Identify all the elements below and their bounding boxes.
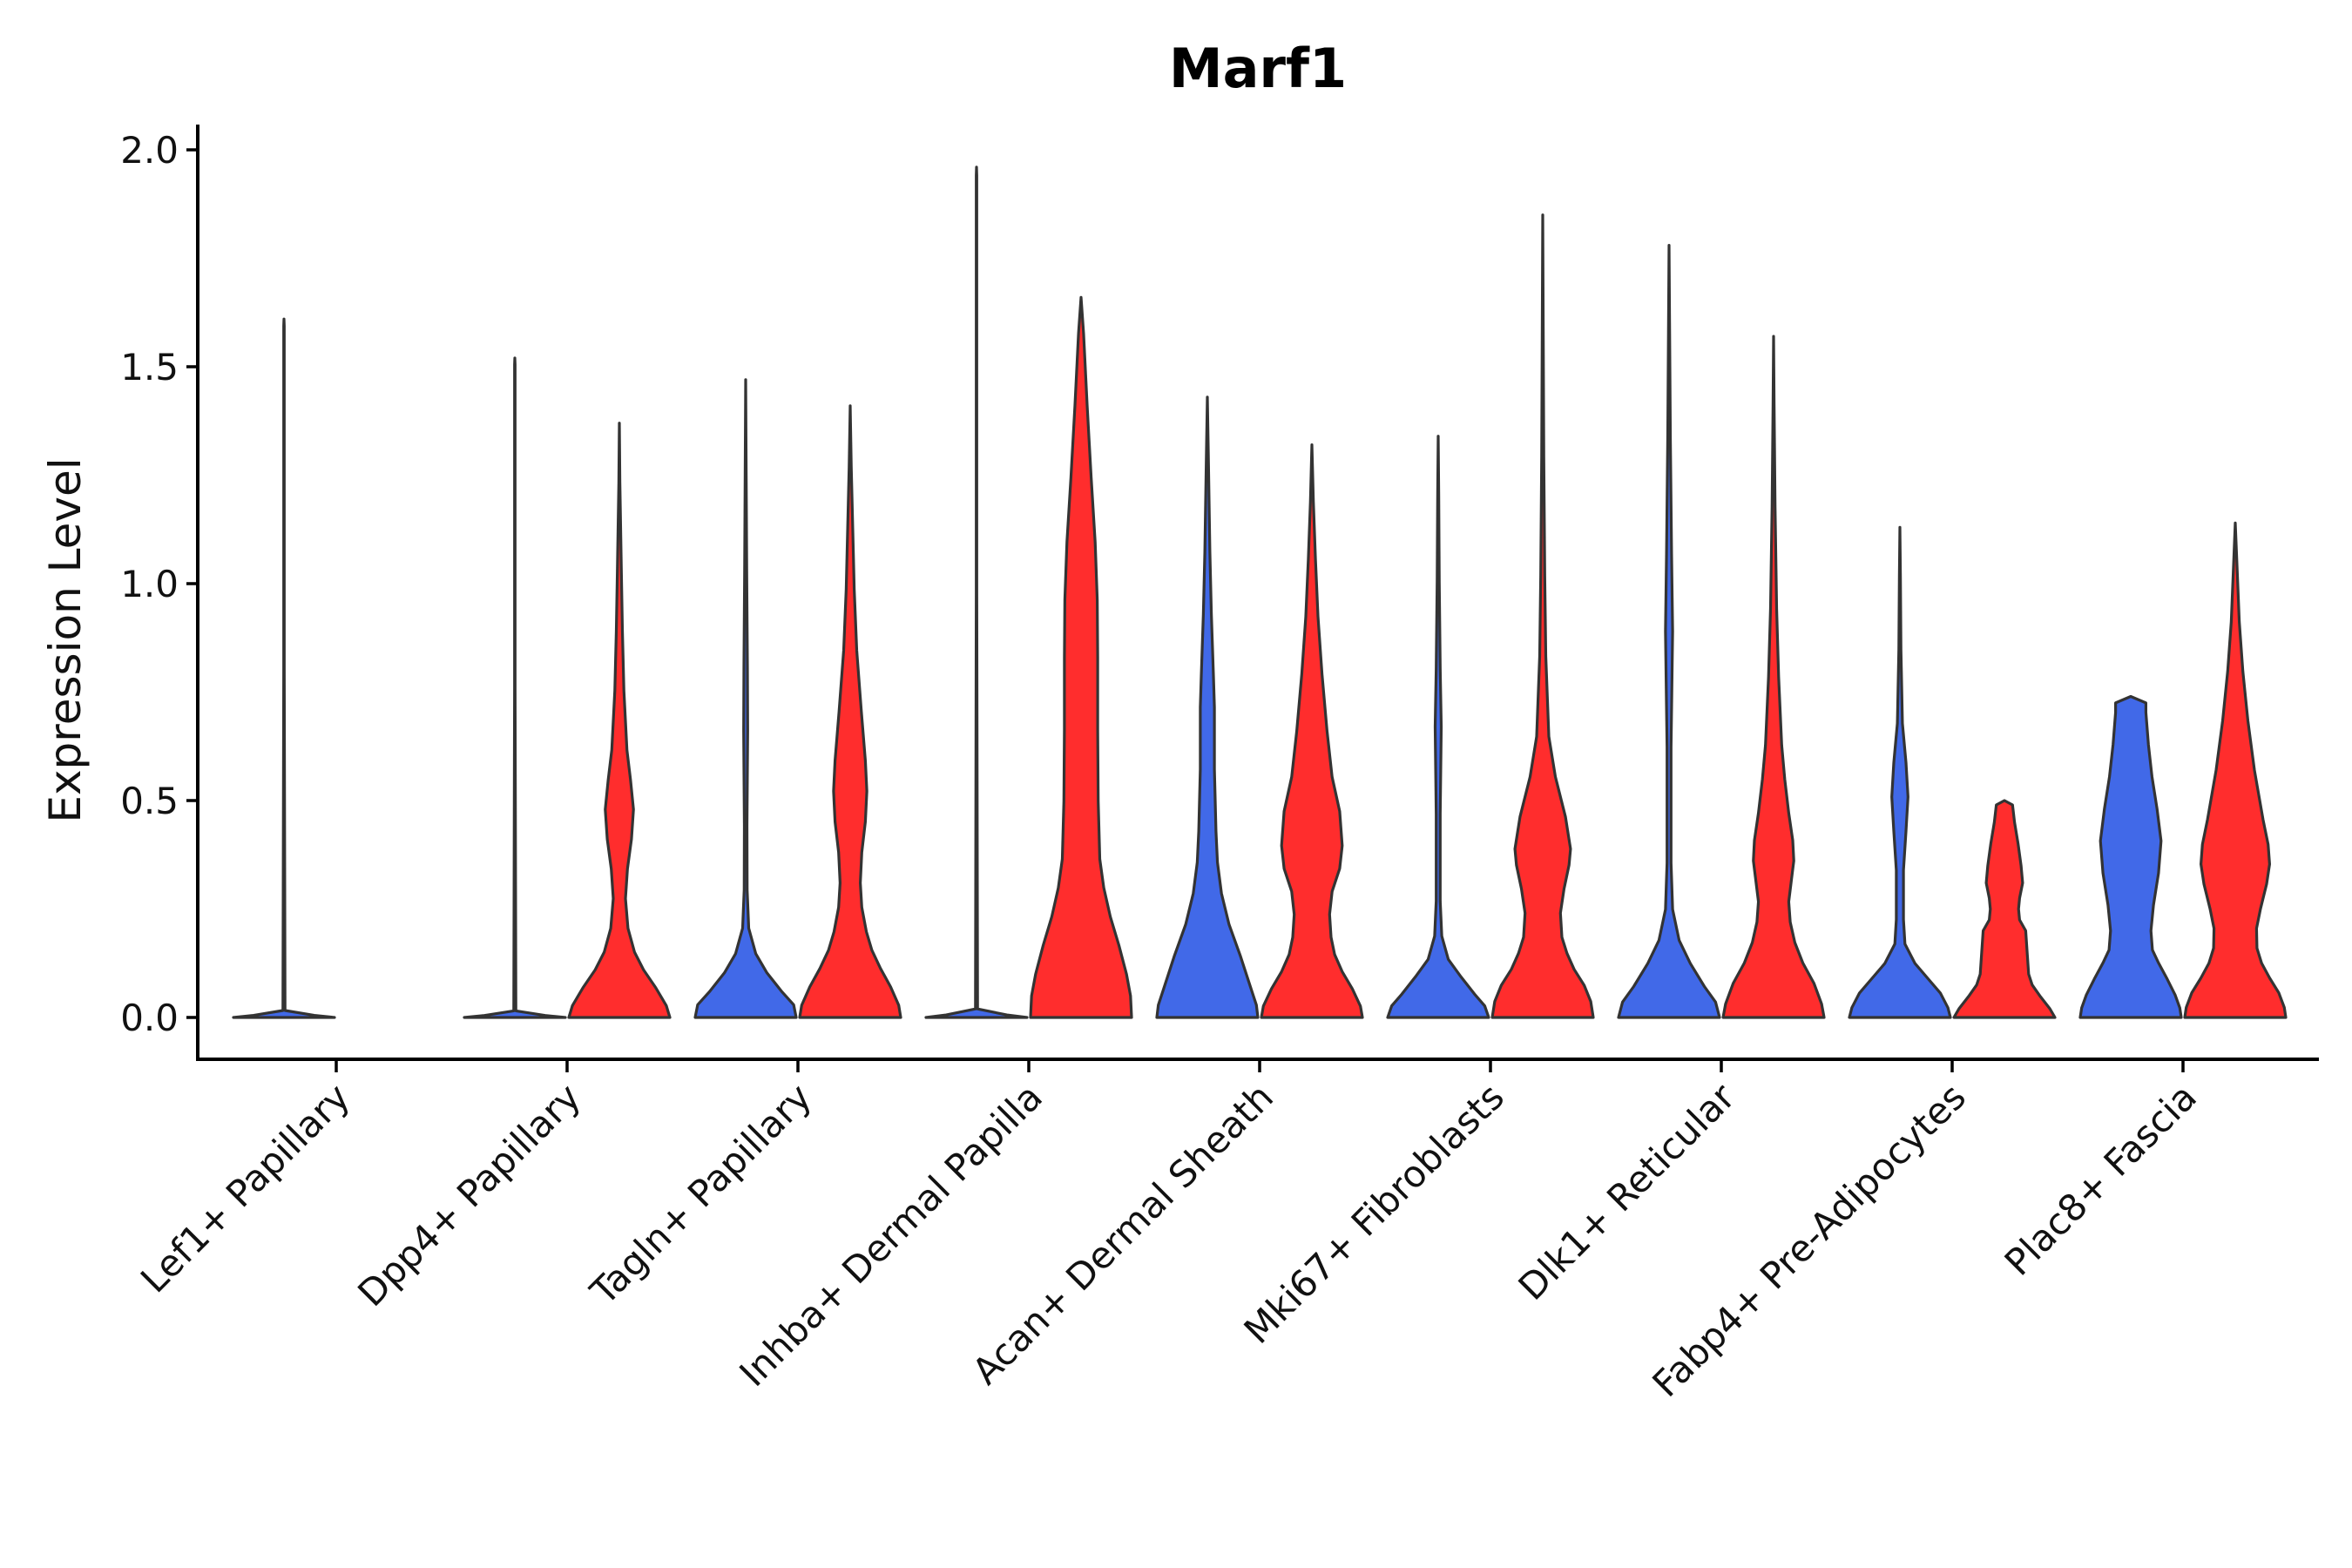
violin-layer bbox=[232, 166, 2288, 1019]
violin-group1-2 bbox=[693, 378, 798, 1019]
y-tick-label: 2.0 bbox=[120, 129, 179, 172]
chart-title: Marf1 bbox=[1169, 37, 1347, 100]
x-tick-label: Dpp4+ Papillary bbox=[349, 1075, 589, 1315]
violin-group2-4 bbox=[1260, 443, 1364, 1019]
x-tick-label: Lef1+ Papillary bbox=[132, 1075, 358, 1301]
y-tick-label: 0.5 bbox=[120, 780, 179, 822]
violin-group2-8 bbox=[2183, 521, 2288, 1019]
violin-group1-7 bbox=[1848, 525, 1952, 1019]
y-axis-label: Expression Level bbox=[40, 457, 91, 822]
violin-group1-4 bbox=[1155, 395, 1260, 1019]
violin-group2-3 bbox=[1029, 295, 1133, 1019]
violin-group1-5 bbox=[1386, 435, 1490, 1019]
violin-group2-7 bbox=[1952, 799, 2057, 1019]
violin-group2-6 bbox=[1721, 335, 1826, 1019]
violin-group1-1 bbox=[463, 356, 567, 1019]
y-axis-ticks: 0.0 0.5 1.0 1.5 2.0 bbox=[120, 129, 198, 1039]
violin-group1-0 bbox=[232, 317, 336, 1019]
violin-group2-5 bbox=[1490, 213, 1595, 1019]
x-tick-label: Mki67+ Fibroblasts bbox=[1236, 1075, 1512, 1351]
violin-group2-1 bbox=[567, 422, 672, 1019]
y-tick-label: 0.0 bbox=[120, 997, 179, 1039]
violin-group1-3 bbox=[924, 166, 1029, 1019]
x-tick-label: Dlk1+ Reticular bbox=[1511, 1075, 1744, 1308]
y-tick-label: 1.5 bbox=[120, 346, 179, 389]
violin-group1-6 bbox=[1617, 244, 1721, 1019]
x-tick-label: Plac8+ Fascia bbox=[1997, 1075, 2205, 1283]
y-tick-label: 1.0 bbox=[120, 563, 179, 605]
violin-group1-8 bbox=[2078, 694, 2183, 1019]
x-tick-label: Tagln+ Papillary bbox=[582, 1075, 820, 1313]
violin-group2-2 bbox=[798, 404, 902, 1019]
